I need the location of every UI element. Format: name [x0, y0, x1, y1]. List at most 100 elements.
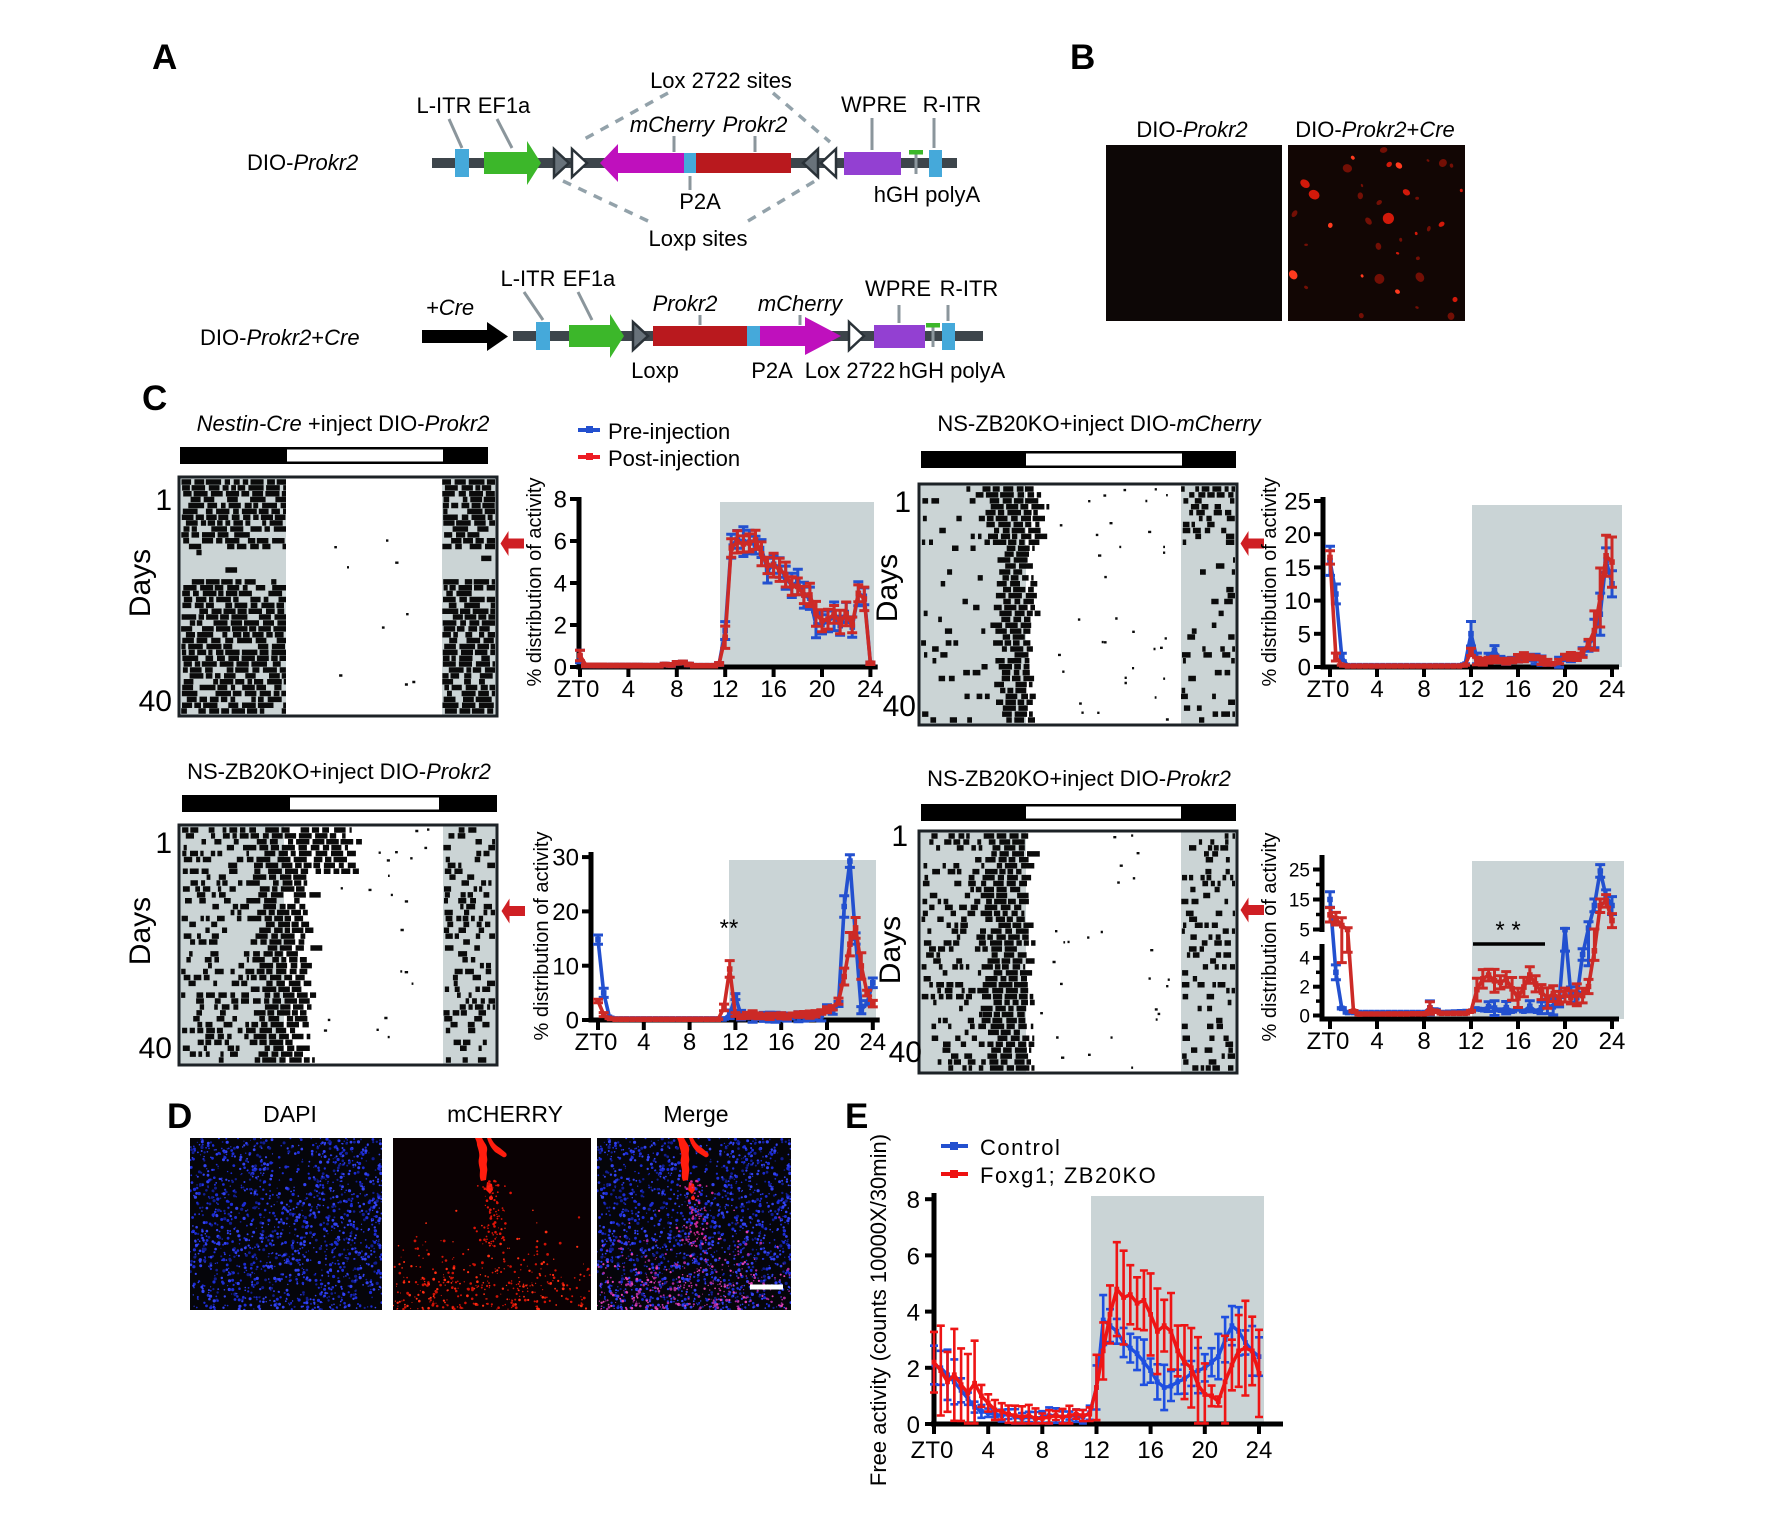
svg-text:4: 4: [554, 571, 567, 598]
svg-text:**: **: [720, 915, 739, 942]
svg-text:WPRE: WPRE: [841, 92, 907, 117]
svg-text:Loxp: Loxp: [631, 358, 679, 383]
svg-text:20: 20: [809, 676, 836, 703]
svg-text:mCHERRY: mCHERRY: [447, 1101, 563, 1127]
svg-text:D: D: [167, 1097, 192, 1136]
svg-text:8: 8: [554, 487, 567, 514]
svg-text:0: 0: [566, 1008, 579, 1035]
svg-text:4: 4: [1370, 1028, 1383, 1055]
svg-text:Prokr2: Prokr2: [653, 291, 718, 316]
svg-text:16: 16: [1505, 676, 1532, 703]
svg-text:6: 6: [554, 529, 567, 556]
svg-text:1: 1: [891, 820, 908, 853]
svg-text:Lox 2722 sites: Lox 2722 sites: [650, 68, 792, 93]
svg-text:12: 12: [712, 676, 739, 703]
svg-text:DIO-Prokr2+Cre: DIO-Prokr2+Cre: [1295, 117, 1455, 142]
svg-text:24: 24: [857, 676, 884, 703]
svg-text:24: 24: [1599, 1028, 1626, 1055]
svg-text:40: 40: [139, 1032, 172, 1065]
svg-text:% distribution of activity: % distribution of activity: [1259, 478, 1281, 687]
svg-text:+Cre: +Cre: [426, 295, 474, 320]
svg-text:8: 8: [1036, 1437, 1049, 1464]
svg-text:DAPI: DAPI: [263, 1101, 317, 1127]
svg-text:25: 25: [1284, 489, 1311, 516]
svg-text:30: 30: [552, 845, 579, 872]
svg-text:Merge: Merge: [663, 1101, 728, 1127]
svg-text:8: 8: [1417, 676, 1430, 703]
svg-text:C: C: [142, 379, 167, 418]
svg-text:Pre-injection: Pre-injection: [608, 419, 730, 444]
svg-text:P2A: P2A: [751, 358, 793, 383]
svg-text:5: 5: [1299, 920, 1310, 941]
svg-text:Days: Days: [124, 549, 157, 617]
svg-text:NS-ZB20KO+inject DIO-Prokr2: NS-ZB20KO+inject DIO-Prokr2: [187, 759, 491, 784]
svg-text:8: 8: [907, 1187, 920, 1214]
svg-text:4: 4: [1370, 676, 1383, 703]
svg-text:2: 2: [907, 1356, 920, 1383]
svg-text:6: 6: [907, 1243, 920, 1270]
svg-text:20: 20: [552, 899, 579, 926]
svg-text:4: 4: [1299, 949, 1310, 970]
svg-text:16: 16: [1505, 1028, 1532, 1055]
svg-text:E: E: [845, 1097, 868, 1136]
svg-text:4: 4: [622, 676, 635, 703]
svg-text:hGH polyA: hGH polyA: [899, 358, 1006, 383]
svg-text:0: 0: [1298, 655, 1311, 682]
svg-text:8: 8: [1417, 1028, 1430, 1055]
svg-text:20: 20: [1552, 676, 1579, 703]
svg-text:40: 40: [889, 1036, 922, 1069]
svg-text:ZT0: ZT0: [557, 676, 600, 703]
svg-text:L-ITR: L-ITR: [501, 266, 556, 291]
svg-text:4: 4: [637, 1029, 650, 1056]
svg-text:mCherry: mCherry: [630, 112, 716, 137]
svg-text:4: 4: [907, 1300, 920, 1327]
svg-text:B: B: [1070, 38, 1095, 77]
svg-text:WPRE: WPRE: [865, 276, 931, 301]
svg-text:Control: Control: [980, 1135, 1061, 1160]
svg-text:24: 24: [1599, 676, 1626, 703]
svg-text:0: 0: [554, 655, 567, 682]
svg-text:DIO-Prokr2: DIO-Prokr2: [247, 150, 358, 175]
svg-text:20: 20: [1284, 522, 1311, 549]
svg-text:Prokr2: Prokr2: [723, 112, 788, 137]
svg-text:16: 16: [1137, 1437, 1164, 1464]
svg-text:1: 1: [894, 486, 911, 519]
svg-text:Foxg1; ZB20KO: Foxg1; ZB20KO: [980, 1163, 1157, 1188]
svg-text:20: 20: [1552, 1028, 1579, 1055]
svg-text:ZT0: ZT0: [1307, 676, 1350, 703]
svg-text:16: 16: [760, 676, 787, 703]
svg-text:8: 8: [683, 1029, 696, 1056]
svg-text:P2A: P2A: [679, 189, 721, 214]
svg-text:EF1a: EF1a: [563, 266, 616, 291]
svg-text:ZT0: ZT0: [575, 1029, 618, 1056]
svg-text:2: 2: [1299, 978, 1310, 999]
svg-text:Post-injection: Post-injection: [608, 446, 740, 471]
svg-text:Nestin-Cre +inject DIO-Prokr2: Nestin-Cre +inject DIO-Prokr2: [197, 411, 490, 436]
svg-text:40: 40: [883, 690, 916, 723]
svg-text:20: 20: [1191, 1437, 1218, 1464]
svg-text:4: 4: [982, 1437, 995, 1464]
svg-text:% distribution of activity: % distribution of activity: [531, 832, 553, 1041]
svg-text:40: 40: [139, 685, 172, 718]
svg-text:20: 20: [814, 1029, 841, 1056]
svg-text:10: 10: [1284, 588, 1311, 615]
svg-text:Days: Days: [874, 916, 907, 984]
svg-text:15: 15: [1289, 890, 1310, 911]
svg-text:1: 1: [155, 827, 172, 860]
svg-text:% distribution of activity: % distribution of activity: [524, 478, 546, 687]
svg-text:12: 12: [1083, 1437, 1110, 1464]
svg-text:0: 0: [1299, 1006, 1310, 1027]
svg-text:15: 15: [1284, 555, 1311, 582]
svg-text:16: 16: [768, 1029, 795, 1056]
svg-text:mCherry: mCherry: [758, 291, 844, 316]
svg-text:Loxp sites: Loxp sites: [648, 226, 747, 251]
svg-text:L-ITR: L-ITR: [417, 93, 472, 118]
svg-text:1: 1: [155, 484, 172, 517]
svg-text:Days: Days: [871, 554, 904, 622]
svg-text:DIO-Prokr2+Cre: DIO-Prokr2+Cre: [200, 325, 360, 350]
svg-text:12: 12: [1458, 1028, 1485, 1055]
svg-text:10: 10: [552, 953, 579, 980]
svg-text:Lox 2722: Lox 2722: [805, 358, 896, 383]
svg-text:% distribution of activity: % distribution of activity: [1259, 833, 1281, 1042]
svg-text:ZT0: ZT0: [1307, 1028, 1350, 1055]
